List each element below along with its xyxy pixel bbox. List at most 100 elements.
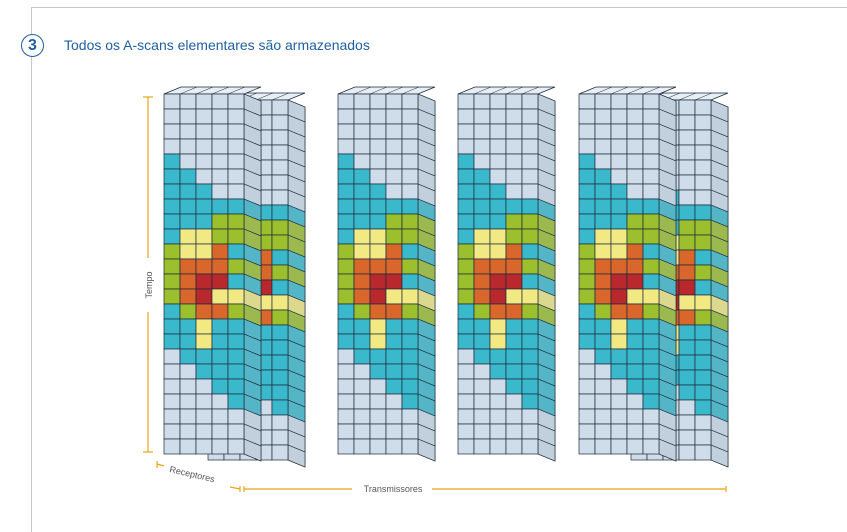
a-scan-cell: [678, 414, 696, 431]
a-scan-cell: [642, 318, 660, 335]
a-scan-cell: [337, 393, 355, 410]
a-scan-cell: [457, 333, 475, 350]
a-scan-cell: [505, 273, 523, 290]
a-scan-cell: [521, 228, 539, 245]
a-scan-cell: [578, 288, 596, 305]
a-scan-slab: [337, 86, 436, 462]
a-scan-cell: [227, 348, 245, 365]
a-scan-cell: [694, 219, 712, 236]
a-scan-cell: [505, 258, 523, 275]
slab-group: [163, 86, 729, 468]
a-scan-cell: [385, 393, 403, 410]
a-scan-cell: [179, 228, 197, 245]
a-scan-cell: [369, 123, 387, 140]
a-scan-cell: [694, 249, 712, 266]
a-scan-cell: [694, 174, 712, 191]
slab-top-face: [163, 86, 262, 95]
a-scan-cell: [610, 243, 628, 260]
a-scan-cell: [179, 273, 197, 290]
a-scan-cell: [642, 168, 660, 185]
a-scan-cell: [626, 288, 644, 305]
a-scan-cell: [578, 258, 596, 275]
a-scan-cell: [163, 168, 181, 185]
a-scan-cell: [505, 288, 523, 305]
a-scan-cell: [694, 114, 712, 131]
a-scan-cell: [179, 363, 197, 380]
a-scan-cell: [505, 303, 523, 320]
slab-top-line: [678, 92, 697, 101]
a-scan-cell: [694, 429, 712, 446]
a-scan-cell: [521, 318, 539, 335]
a-scan-cell: [678, 264, 696, 281]
a-scan-cell: [610, 258, 628, 275]
a-scan-cell: [401, 378, 419, 395]
a-scan-cell: [179, 408, 197, 425]
a-scan-cell: [385, 123, 403, 140]
a-scan-cell: [457, 198, 475, 215]
a-scan-cell: [521, 348, 539, 365]
a-scan-cell: [610, 273, 628, 290]
a-scan-cell: [353, 168, 371, 185]
a-scan-cell: [163, 138, 181, 155]
a-scan-cell: [694, 99, 712, 116]
a-scan-cell: [353, 198, 371, 215]
a-scan-cell: [626, 153, 644, 170]
a-scan-cell: [594, 393, 612, 410]
a-scan-cell: [642, 378, 660, 395]
a-scan-cell: [678, 204, 696, 221]
slab-top-line: [626, 86, 645, 95]
a-scan-cell: [678, 249, 696, 266]
a-scan-cell: [505, 108, 523, 125]
a-scan-cell: [271, 189, 289, 206]
a-scan-cell: [694, 264, 712, 281]
a-scan-cell: [369, 303, 387, 320]
a-scan-cell: [179, 393, 197, 410]
a-scan-cell: [227, 198, 245, 215]
a-scan-cell: [678, 399, 696, 416]
a-scan-cell: [401, 123, 419, 140]
a-scan-cell: [271, 99, 289, 116]
a-scan-cell: [195, 93, 213, 110]
a-scan-cell: [694, 159, 712, 176]
a-scan-cell: [179, 303, 197, 320]
a-scan-cell: [578, 108, 596, 125]
a-scan-cell: [489, 393, 507, 410]
slab-top-line: [353, 86, 372, 95]
a-scan-cell: [678, 369, 696, 386]
a-scan-cell: [594, 228, 612, 245]
a-scan-cell: [401, 438, 419, 455]
a-scan-cell: [385, 438, 403, 455]
a-scan-cell: [211, 123, 229, 140]
a-scan-cell: [642, 228, 660, 245]
a-scan-cell: [489, 333, 507, 350]
a-scan-cell: [337, 333, 355, 350]
a-scan-cell: [578, 228, 596, 245]
a-scan-slab: [163, 86, 262, 462]
slab-top-line: [255, 92, 274, 101]
a-scan-cell: [473, 393, 491, 410]
a-scan-cell: [179, 198, 197, 215]
a-scan-cell: [271, 384, 289, 401]
a-scan-cell: [369, 318, 387, 335]
slab-top-line: [505, 86, 524, 95]
a-scan-cell: [271, 114, 289, 131]
a-scan-cell: [401, 138, 419, 155]
a-scan-cell: [211, 333, 229, 350]
a-scan-cell: [457, 168, 475, 185]
a-scan-cell: [369, 348, 387, 365]
a-scan-cell: [457, 318, 475, 335]
a-scan-cell: [473, 378, 491, 395]
a-scan-cell: [457, 378, 475, 395]
a-scan-cell: [401, 333, 419, 350]
a-scan-cell: [473, 213, 491, 230]
a-scan-cell: [678, 114, 696, 131]
a-scan-cell: [227, 168, 245, 185]
a-scan-cell: [457, 108, 475, 125]
receivers-axis-label: Receptores: [169, 464, 217, 484]
a-scan-cell: [626, 213, 644, 230]
a-scan-cell: [163, 258, 181, 275]
a-scan-cell: [369, 198, 387, 215]
a-scan-cell: [385, 258, 403, 275]
a-scan-cell: [163, 378, 181, 395]
a-scan-cell: [401, 108, 419, 125]
